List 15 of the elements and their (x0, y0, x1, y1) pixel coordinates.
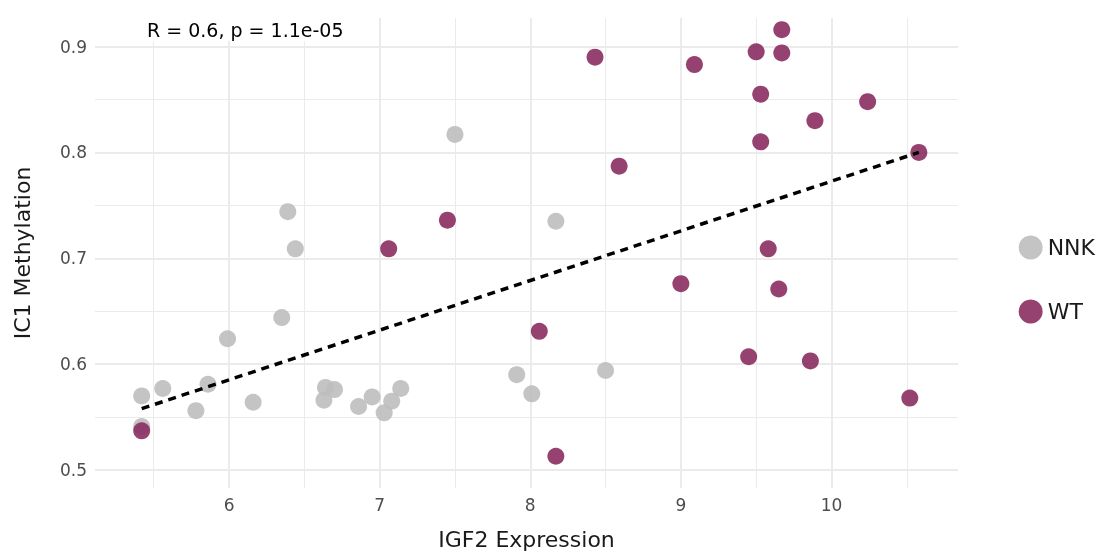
annotation: R = 0.6, p = 1.1e-05 (147, 18, 344, 41)
legend-label: NNK (1047, 235, 1096, 260)
y-tick-label: 0.9 (59, 36, 87, 57)
x-tick-label: 8 (524, 494, 536, 515)
y-tick-label: 0.8 (59, 142, 87, 163)
legend-label: WT (1047, 299, 1084, 324)
y-tick-label: 0.6 (59, 354, 87, 375)
y-tick-label: 0.5 (59, 460, 87, 480)
x-tick-label: 6 (223, 494, 235, 515)
y-axis-title: IC1 Methylation (9, 166, 35, 340)
x-tick-label: 10 (820, 494, 843, 515)
x-tick-label: 9 (675, 494, 687, 515)
x-axis-title: IGF2 Expression (438, 526, 615, 552)
y-tick-label: 0.7 (59, 248, 87, 269)
x-tick-label: 7 (374, 494, 386, 515)
